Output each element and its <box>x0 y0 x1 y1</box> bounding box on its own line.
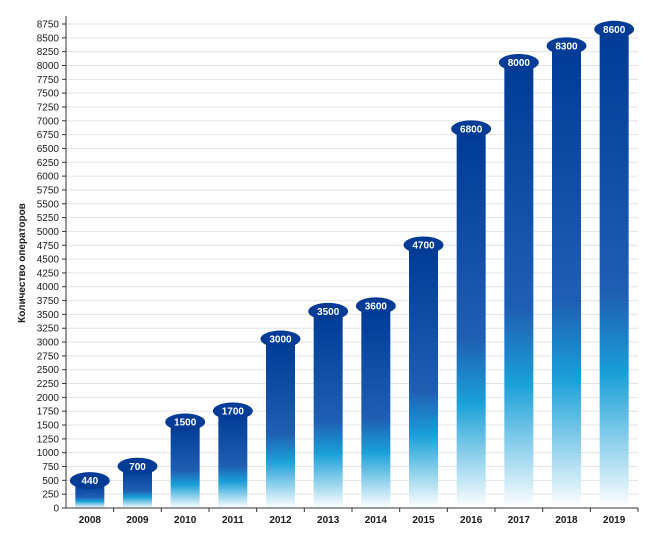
y-tick-label: 2000 <box>37 393 60 404</box>
y-tick-label: 6750 <box>37 130 60 141</box>
x-tick-label: 2011 <box>222 515 244 526</box>
data-label: 8600 <box>603 25 626 36</box>
y-tick-label: 3000 <box>37 338 60 349</box>
y-tick-label: 8750 <box>37 20 60 31</box>
data-label: 3500 <box>317 307 340 318</box>
grid-lines <box>62 23 638 509</box>
data-label-bubble <box>260 330 301 348</box>
y-tick-label: 7250 <box>37 102 60 113</box>
y-tick-label: 500 <box>42 476 59 487</box>
y-tick-label: 6250 <box>37 158 60 169</box>
data-label-bubble <box>498 53 539 71</box>
data-label-bubble <box>212 402 253 420</box>
bar-2017 <box>504 65 534 508</box>
y-tick-label: 5250 <box>37 213 60 224</box>
y-tick-label: 8000 <box>37 61 60 72</box>
y-tick-label: 7500 <box>37 89 60 100</box>
data-label-bubble <box>546 37 587 55</box>
y-tick-label: 1500 <box>37 421 60 432</box>
x-tick-labels: 2008 2009 2010 2011 2012 2013 2014 2015 2016 2017… <box>79 515 626 526</box>
y-tick-label: 4000 <box>37 282 60 293</box>
y-tick-label: 1000 <box>37 448 60 459</box>
y-tick-label: 3500 <box>37 310 60 321</box>
y-tick-label: 3750 <box>37 296 60 307</box>
y-tick-label: 5500 <box>37 199 60 210</box>
data-label-bubble <box>117 457 158 475</box>
x-tick-label: 2014 <box>365 515 388 526</box>
y-tick-label: 1750 <box>37 407 60 418</box>
y-tick-label: 3250 <box>37 324 60 335</box>
y-tick-label: 5750 <box>37 185 60 196</box>
y-tick-label: 7000 <box>37 116 60 127</box>
y-tick-label: 1250 <box>37 434 60 445</box>
axes <box>65 16 639 512</box>
bar-2013 <box>313 314 343 508</box>
data-label-bubble <box>69 472 110 490</box>
data-label: 1500 <box>174 418 197 429</box>
y-axis-label: Количество операторов <box>17 203 28 323</box>
bar-2012 <box>266 342 295 508</box>
bar-2014 <box>361 308 391 508</box>
x-tick-label: 2013 <box>317 515 340 526</box>
data-label: 8300 <box>555 41 578 52</box>
y-tick-label: 6000 <box>37 172 60 183</box>
data-label: 1700 <box>222 406 245 417</box>
bar-2016 <box>456 131 486 508</box>
y-tick-label: 8500 <box>37 33 60 44</box>
bar-2019 <box>599 32 629 508</box>
data-label-bubble <box>308 302 349 320</box>
x-tick-label: 2019 <box>603 515 626 526</box>
y-tick-label: 8250 <box>37 47 60 58</box>
bar-2018 <box>552 48 581 509</box>
x-tick-label: 2016 <box>460 515 483 526</box>
y-tick-label: 4500 <box>37 255 60 266</box>
x-tick-label: 2017 <box>508 515 531 526</box>
data-label: 3000 <box>269 335 292 346</box>
y-tick-label: 7750 <box>37 75 60 86</box>
y-tick-label: 2250 <box>37 379 60 390</box>
data-label: 700 <box>129 462 146 473</box>
data-label-bubble <box>451 120 492 138</box>
data-label-bubble <box>594 20 635 38</box>
y-tick-label: 4250 <box>37 268 60 279</box>
bar-2011 <box>218 413 248 508</box>
data-label: 4700 <box>412 241 435 252</box>
y-tick-label: 6500 <box>37 144 60 155</box>
data-label-bubble <box>403 236 444 254</box>
y-tick-label: 2750 <box>37 351 60 362</box>
data-label: 8000 <box>508 58 531 69</box>
bar-2009 <box>123 469 152 508</box>
data-labels: 440 700 1500 1700 3000 3500 3600 4700 6800 8000 83… <box>69 20 635 490</box>
y-tick-label: 4750 <box>37 241 60 252</box>
x-tick-label: 2009 <box>126 515 149 526</box>
x-tick-label: 2010 <box>174 515 197 526</box>
data-label: 440 <box>81 476 98 487</box>
y-tick-labels: 0 250 500 750 1000 1250 1500 1750 2000 2250 2500 27… <box>37 20 60 515</box>
y-tick-label: 250 <box>42 490 59 501</box>
y-tick-label: 2500 <box>37 365 60 376</box>
data-label-bubble <box>165 413 206 431</box>
data-label-bubble <box>355 297 396 315</box>
y-tick-label: 750 <box>42 462 59 473</box>
y-tick-label: 5000 <box>37 227 60 238</box>
x-tick-label: 2018 <box>555 515 578 526</box>
x-tick-label: 2012 <box>269 515 292 526</box>
data-label: 3600 <box>365 301 388 312</box>
y-tick-label: 0 <box>53 504 59 515</box>
x-tick-label: 2008 <box>79 515 102 526</box>
data-label: 6800 <box>460 124 483 135</box>
bar-2015 <box>409 248 438 508</box>
bars <box>75 32 629 509</box>
x-tick-label: 2015 <box>412 515 435 526</box>
bar-2010 <box>170 425 200 508</box>
